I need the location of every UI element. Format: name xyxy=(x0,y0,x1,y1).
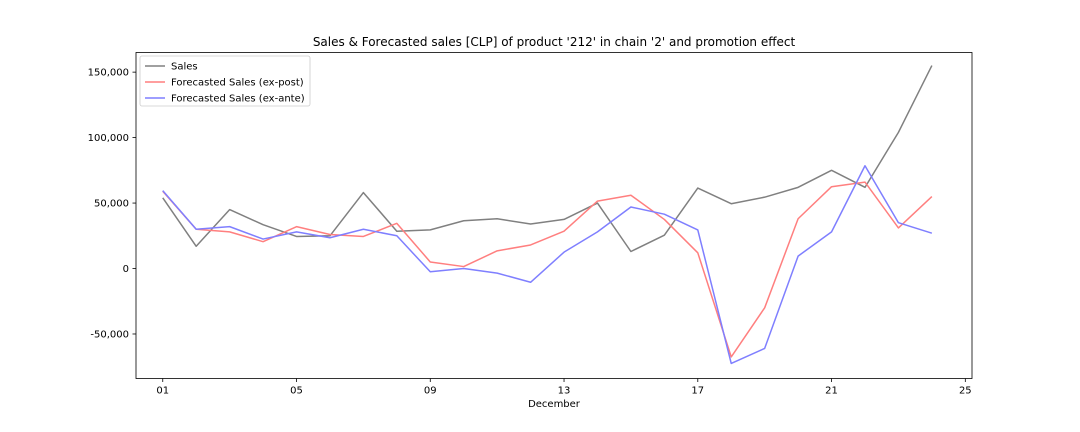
x-tick-label: 01 xyxy=(156,386,169,397)
y-tick-label: 150,000 xyxy=(88,68,129,79)
x-tick-label: 09 xyxy=(424,386,437,397)
x-axis-label: December xyxy=(528,399,581,410)
chart-title: Sales & Forecasted sales [CLP] of produc… xyxy=(313,35,796,49)
legend-label-1: Forecasted Sales (ex-post) xyxy=(171,78,304,89)
x-axis: 01 05 09 13 17 21 25 xyxy=(156,378,972,397)
y-tick-label: 50,000 xyxy=(94,199,129,210)
y-axis: -50,000 0 50,000 100,000 150,000 xyxy=(88,68,136,340)
legend: Sales Forecasted Sales (ex-post) Forecaste… xyxy=(139,55,311,107)
x-tick-label: 17 xyxy=(691,386,704,397)
legend-label-0: Sales xyxy=(171,62,198,73)
x-tick-label: 05 xyxy=(290,386,303,397)
plot-area-frame xyxy=(135,52,973,379)
series-line-2 xyxy=(162,165,933,365)
series-layer xyxy=(162,65,933,365)
legend-label-2: Forecasted Sales (ex-ante) xyxy=(171,94,305,105)
legend-box xyxy=(139,55,311,107)
x-tick-label: 21 xyxy=(825,386,838,397)
series-line-1 xyxy=(162,181,933,358)
y-tick-label: 0 xyxy=(123,264,129,275)
y-tick-label: -50,000 xyxy=(90,329,129,340)
x-tick-label: 13 xyxy=(558,386,571,397)
x-tick-label: 25 xyxy=(959,386,972,397)
series-line-0 xyxy=(162,65,933,253)
y-tick-label: 100,000 xyxy=(88,133,129,144)
